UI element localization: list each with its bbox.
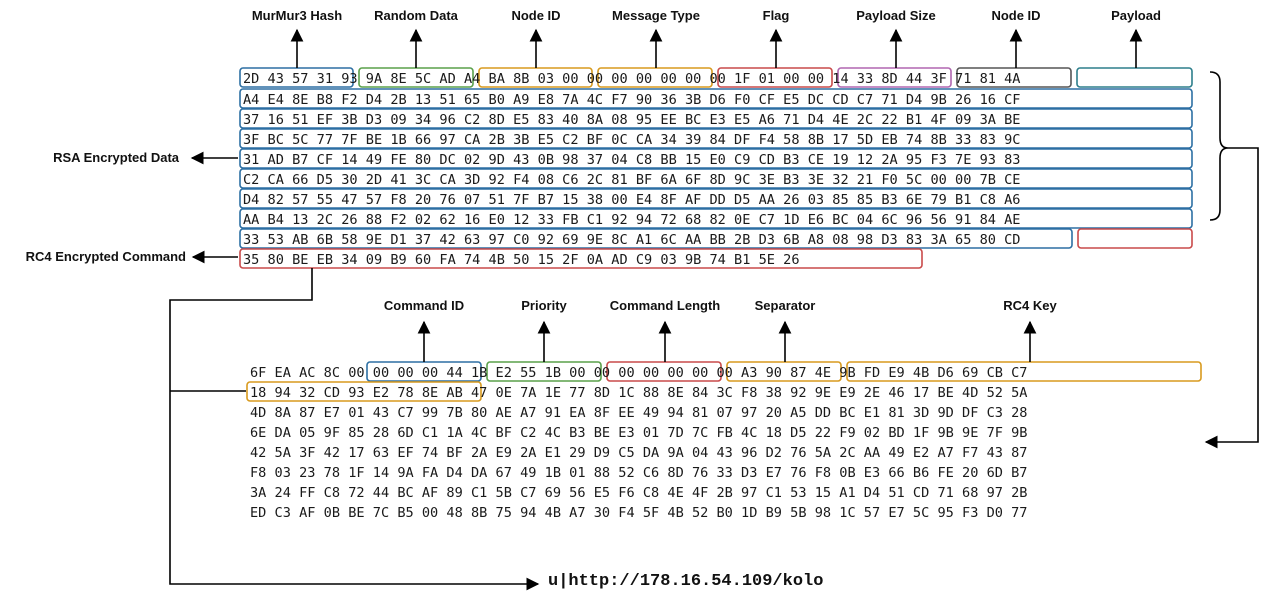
box-rsa-row-7 bbox=[239, 208, 1193, 229]
top-hex-block: 2D 43 57 31 93 9A 8E 5C AD A4 BA 8B 03 0… bbox=[243, 71, 1021, 268]
bottom-hex-line-7: 3A 24 FF C8 72 44 BC AF 89 C1 5B C7 69 5… bbox=[250, 485, 1028, 501]
box-rc4-cmd bbox=[239, 248, 923, 269]
label-rsa-encrypted-data: RSA Encrypted Data bbox=[53, 150, 180, 165]
box-payload-start bbox=[1076, 67, 1193, 88]
rc4-command-connector bbox=[169, 268, 540, 591]
top-hex-line-9: 33 53 AB 6B 58 9E D1 37 42 63 97 C0 92 6… bbox=[243, 232, 1021, 248]
label-flag: Flag bbox=[763, 8, 790, 23]
bottom-hex-line-3: 4D 8A 87 E7 01 43 C7 99 7B 80 AE A7 91 E… bbox=[250, 405, 1028, 421]
box-rc4-key-1 bbox=[846, 361, 1202, 382]
label-priority: Priority bbox=[521, 298, 567, 313]
payload-connector bbox=[1204, 147, 1259, 449]
box-message-type bbox=[597, 67, 713, 88]
bottom-hex-block: 6F EA AC 8C 00 00 00 00 44 1B E2 55 1B 0… bbox=[250, 365, 1028, 521]
bottom-hex-line-4: 6E DA 05 9F 85 28 6D C1 1A 4C BF C2 4C B… bbox=[250, 425, 1028, 441]
top-hex-line-10: 35 80 BE EB 34 09 B9 60 FA 74 4B 50 15 2… bbox=[243, 252, 800, 268]
payload-brace bbox=[1209, 71, 1229, 221]
box-rsa-row-4 bbox=[239, 148, 1193, 169]
top-hex-line-8: AA B4 13 2C 26 88 F2 02 62 16 E0 12 33 F… bbox=[243, 212, 1021, 228]
label-random-data: Random Data bbox=[374, 8, 459, 23]
top-arrows bbox=[290, 28, 1143, 68]
top-hex-line-3: 37 16 51 EF 3B D3 09 34 96 C2 8D E5 83 4… bbox=[243, 112, 1021, 128]
top-hex-line-4: 3F BC 5C 77 7F BE 1B 66 97 CA 2B 3B E5 C… bbox=[243, 132, 1021, 148]
bottom-hex-line-1: 6F EA AC 8C 00 00 00 00 44 1B E2 55 1B 0… bbox=[250, 365, 1028, 381]
bottom-labels: Command ID Priority Command Length Separ… bbox=[384, 298, 1058, 313]
label-command-length: Command Length bbox=[610, 298, 721, 313]
label-murmur-hash: MurMur3 Hash bbox=[252, 8, 342, 23]
bottom-hex-line-6: F8 03 23 78 1F 14 9A FA D4 DA 67 49 1B 0… bbox=[250, 465, 1028, 481]
box-rc4-key-2 bbox=[246, 381, 482, 402]
box-separator bbox=[726, 361, 842, 382]
box-rsa-row-3 bbox=[239, 128, 1193, 149]
top-hex-line-5: 31 AD B7 CF 14 49 FE 80 DC 02 9D 43 0B 9… bbox=[243, 152, 1021, 168]
box-rc4-cmd-tail bbox=[1077, 228, 1193, 249]
top-hex-line-1: 2D 43 57 31 93 9A 8E 5C AD A4 BA 8B 03 0… bbox=[243, 71, 1021, 87]
top-field-boxes bbox=[239, 67, 1193, 269]
bottom-arrows bbox=[417, 320, 1037, 362]
box-rsa-row-6 bbox=[239, 188, 1193, 209]
box-command-length bbox=[606, 361, 722, 382]
top-labels: MurMur3 Hash Random Data Node ID Message… bbox=[252, 8, 1161, 23]
label-rc4-encrypted-command: RC4 Encrypted Command bbox=[26, 249, 186, 264]
box-rsa-row-5 bbox=[239, 168, 1193, 189]
box-node-id-2 bbox=[956, 67, 1072, 88]
box-payload-size bbox=[837, 67, 952, 88]
decoded-url: u|http://178.16.54.109/kolo bbox=[548, 572, 823, 591]
label-separator: Separator bbox=[755, 298, 816, 313]
label-rc4-key: RC4 Key bbox=[1003, 298, 1057, 313]
top-hex-line-6: C2 CA 66 D5 30 2D 41 3C CA 3D 92 F4 08 C… bbox=[243, 172, 1021, 188]
box-flag bbox=[717, 67, 833, 88]
bottom-hex-line-8: ED C3 AF 0B BE 7C B5 00 48 8B 75 94 4B A… bbox=[250, 505, 1028, 521]
label-payload: Payload bbox=[1111, 8, 1161, 23]
bottom-hex-line-5: 42 5A 3F 42 17 63 EF 74 BF 2A E9 2A E1 2… bbox=[250, 445, 1028, 461]
box-rsa-row-8 bbox=[239, 228, 1073, 249]
label-payload-size: Payload Size bbox=[856, 8, 935, 23]
box-rsa-row-2 bbox=[239, 108, 1193, 129]
label-node-id-2: Node ID bbox=[991, 8, 1040, 23]
top-hex-line-7: D4 82 57 55 47 57 F8 20 76 07 51 7F B7 1… bbox=[243, 192, 1021, 208]
label-node-id-1: Node ID bbox=[511, 8, 560, 23]
label-message-type: Message Type bbox=[612, 8, 700, 23]
box-rsa-row-1 bbox=[239, 88, 1193, 109]
bottom-hex-line-2: 18 94 32 CD 93 E2 78 8E AB 47 0E 7A 1E 7… bbox=[250, 385, 1028, 401]
label-command-id: Command ID bbox=[384, 298, 464, 313]
top-hex-line-2: A4 E4 8E B8 F2 D4 2B 13 51 65 B0 A9 E8 7… bbox=[243, 92, 1021, 108]
